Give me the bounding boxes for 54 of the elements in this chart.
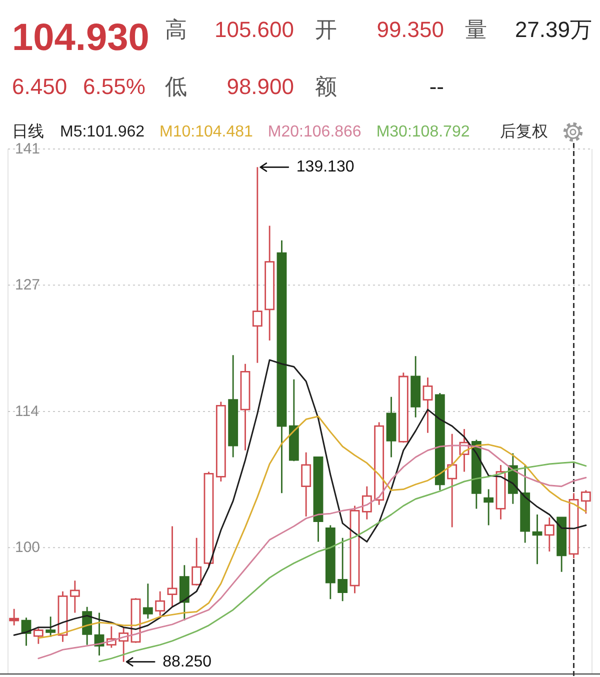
candlestick xyxy=(398,372,408,444)
candlestick xyxy=(288,378,299,462)
candlestick xyxy=(422,376,433,434)
candlestick xyxy=(216,401,226,482)
candlestick xyxy=(240,363,250,452)
y-tick-label: 100 xyxy=(15,539,40,556)
candlestick xyxy=(434,392,445,491)
note: 139.130 xyxy=(260,158,354,176)
line-series xyxy=(13,359,587,636)
candlestick xyxy=(568,492,579,560)
annotation: 88.250 xyxy=(162,653,212,670)
candlestick xyxy=(544,516,554,552)
y-tick-label: 127 xyxy=(15,276,40,294)
y-tick-label: 114 xyxy=(15,403,39,420)
candlestick xyxy=(33,628,44,645)
candlestick xyxy=(410,355,421,418)
candlestick xyxy=(179,564,190,622)
candlestick xyxy=(532,514,542,565)
candlestick xyxy=(204,471,214,568)
candlestick xyxy=(520,464,530,544)
candlestick xyxy=(192,537,202,586)
note: 88.250 xyxy=(126,653,212,670)
candlestick xyxy=(447,433,458,528)
line-series xyxy=(38,416,587,639)
candlestick xyxy=(484,488,494,526)
quote-header: 104.930 高 105.600 开 99.350 量 27.39万 6.450 6.55% 低 98.900 额 -- xyxy=(12,17,592,99)
candlestick xyxy=(580,490,591,514)
candlestick xyxy=(276,240,287,494)
candlestick xyxy=(9,608,20,626)
candlestick xyxy=(21,616,32,647)
candlestick xyxy=(374,421,384,506)
legend: 日线 M5:101.962 M10:104.481 M20:106.866 M30:108.792 xyxy=(12,124,470,140)
candlestick xyxy=(338,537,348,602)
candlestick xyxy=(313,456,324,542)
y-tick-label: 141 xyxy=(15,140,40,158)
candlestick xyxy=(496,464,506,520)
annotation: 139.130 xyxy=(296,158,354,176)
candlestick xyxy=(155,590,166,616)
adjust-label: 后复权 xyxy=(500,124,548,140)
candlestick xyxy=(142,582,153,620)
candlestick xyxy=(301,452,312,518)
candlestick xyxy=(46,616,56,638)
candlestick xyxy=(556,516,567,573)
candlestick xyxy=(325,524,336,600)
candlestick xyxy=(94,612,104,656)
candlestick xyxy=(70,580,80,614)
candlestick xyxy=(264,225,275,342)
candlestick xyxy=(350,505,360,594)
candlestick xyxy=(386,396,396,458)
candlestick xyxy=(252,166,262,364)
candlestick xyxy=(58,590,68,643)
candlestick xyxy=(228,354,238,458)
candlestick xyxy=(167,526,178,608)
candlestick xyxy=(362,486,372,520)
